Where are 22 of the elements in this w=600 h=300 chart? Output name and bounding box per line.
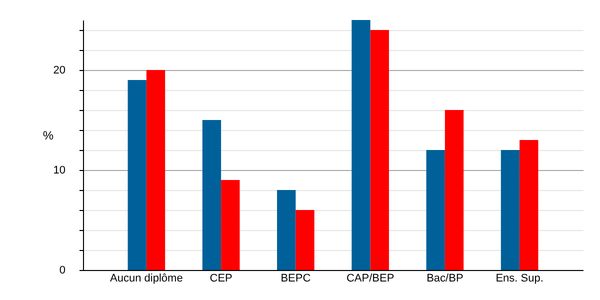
bar [296,210,314,270]
bar [500,150,520,270]
bar [146,70,166,270]
x-tick-label: CEP [210,272,232,284]
x-tick-label: BEPC [280,272,311,284]
x-tick-label: Aucun diplôme [110,272,183,284]
x-tick-label: Ens. Sup. [496,272,544,284]
bar [520,140,538,270]
y-tick-label: 10 [53,164,66,176]
y-tick-label: 20 [53,64,66,76]
bar [128,80,146,270]
bar [370,30,389,270]
bar [221,180,240,270]
bar [352,20,370,270]
bar [202,120,222,270]
x-tick-label: Bac/BP [426,272,464,284]
y-axis-title: % [42,128,54,142]
bar [444,110,464,270]
x-tick-label: CAP/BEP [346,272,394,284]
y-tick-label: 0 [59,264,66,276]
bar [277,190,296,270]
bar [426,150,445,270]
